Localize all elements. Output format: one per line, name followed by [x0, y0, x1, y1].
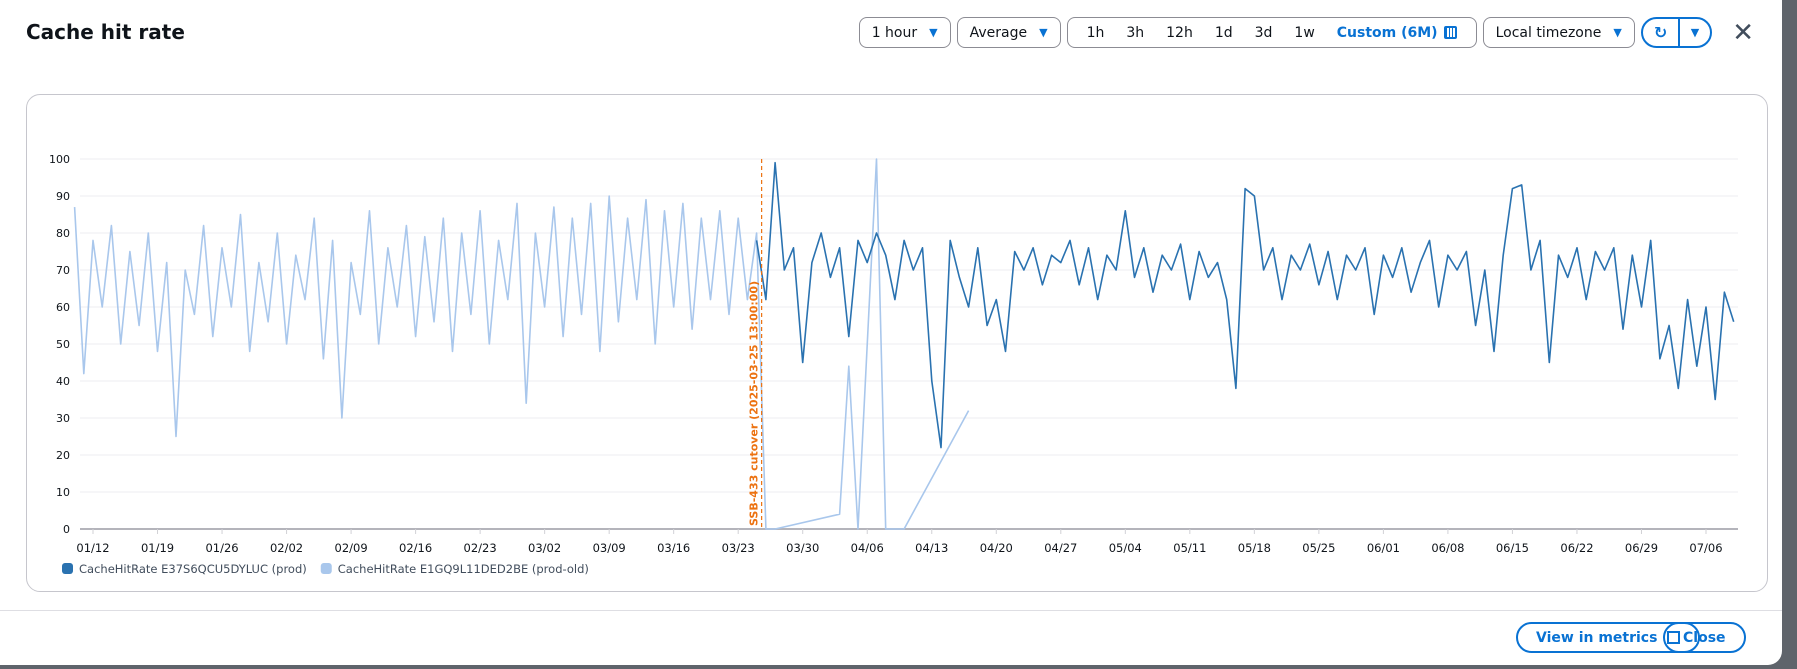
footer-divider: [0, 610, 1782, 611]
x-tick-label: 07/06: [1689, 541, 1722, 555]
calendar-icon: [1443, 25, 1457, 39]
annotation-label: SSB-433 cutover (2025-03-25 13:00:00): [748, 281, 761, 526]
legend-swatch: [320, 563, 332, 574]
view-in-metrics-label: View in metrics: [1536, 629, 1658, 646]
range-1w[interactable]: 1w: [1294, 24, 1315, 41]
x-tick-label: 02/02: [270, 541, 303, 555]
statistic-select[interactable]: Average ▼: [956, 17, 1061, 48]
y-tick-label: 90: [56, 190, 70, 203]
range-1d[interactable]: 1d: [1214, 24, 1233, 41]
x-tick-label: 05/04: [1109, 541, 1142, 555]
x-tick-label: 06/22: [1560, 541, 1593, 555]
x-tick-label: 05/18: [1238, 541, 1271, 555]
range-custom[interactable]: Custom (6M): [1328, 25, 1466, 41]
close-button[interactable]: Close: [1663, 622, 1746, 653]
range-3h[interactable]: 3h: [1126, 24, 1145, 41]
legend-item: CacheHitRate E1GQ9L11DED2BE (prod-old): [338, 562, 589, 576]
x-tick-label: 02/09: [335, 541, 368, 555]
x-tick-label: 06/01: [1367, 541, 1400, 555]
x-tick-label: 03/23: [722, 541, 755, 555]
x-tick-label: 01/19: [141, 541, 174, 555]
x-tick-label: 04/20: [980, 541, 1013, 555]
refresh-icon[interactable]: ↻: [1653, 23, 1668, 42]
timezone-value: Local timezone: [1495, 24, 1602, 41]
x-tick-label: 06/29: [1625, 541, 1658, 555]
x-tick-label: 03/16: [657, 541, 690, 555]
range-1h[interactable]: 1h: [1086, 24, 1105, 41]
close-icon[interactable]: ✕: [1732, 17, 1754, 48]
y-tick-label: 50: [56, 338, 70, 351]
series-line: [755, 161, 1735, 449]
series-line: [73, 158, 970, 530]
y-tick-label: 20: [56, 449, 70, 462]
x-tick-label: 02/23: [464, 541, 497, 555]
x-tick-label: 03/09: [593, 541, 626, 555]
y-tick-label: 30: [56, 412, 70, 425]
range-custom-label: Custom (6M): [1336, 24, 1438, 41]
period-select[interactable]: 1 hour ▼: [858, 17, 951, 48]
divider: [1678, 18, 1680, 47]
caret-down-icon: ▼: [1039, 26, 1048, 39]
x-tick-label: 06/15: [1496, 541, 1529, 555]
x-tick-label: 05/25: [1302, 541, 1335, 555]
timezone-select[interactable]: Local timezone ▼: [1482, 17, 1635, 48]
x-tick-label: 04/13: [915, 541, 948, 555]
refresh-options-caret-icon[interactable]: ▼: [1690, 26, 1700, 39]
x-tick-label: 05/11: [1173, 541, 1206, 555]
y-tick-label: 0: [63, 523, 70, 536]
range-12h[interactable]: 12h: [1166, 24, 1193, 41]
x-tick-label: 04/06: [851, 541, 884, 555]
x-tick-label: 03/30: [786, 541, 819, 555]
refresh-split-button: ↻ ▼: [1640, 17, 1713, 48]
legend-item: CacheHitRate E37S6QCU5DYLUC (prod): [79, 562, 307, 576]
time-range-selector: 1h 3h 12h 1d 3d 1w Custom (6M): [1066, 17, 1477, 48]
y-tick-label: 70: [56, 264, 70, 277]
x-tick-label: 01/12: [76, 541, 109, 555]
x-tick-label: 01/26: [205, 541, 238, 555]
statistic-value: Average: [969, 24, 1028, 41]
y-tick-label: 10: [56, 486, 70, 499]
y-tick-label: 100: [49, 153, 70, 166]
y-tick-label: 60: [56, 301, 70, 314]
chart-panel: [26, 94, 1768, 592]
y-tick-label: 80: [56, 227, 70, 240]
x-tick-label: 06/08: [1431, 541, 1464, 555]
x-tick-label: 04/27: [1044, 541, 1077, 555]
dialog-title: Cache hit rate: [26, 20, 185, 44]
toolbar: 1 hour ▼ Average ▼ 1h 3h 12h 1d 3d 1w Cust…: [858, 17, 1754, 48]
y-tick-label: 40: [56, 375, 70, 388]
close-label: Close: [1683, 629, 1726, 646]
caret-down-icon: ▼: [929, 26, 938, 39]
legend-swatch: [62, 563, 73, 574]
x-tick-label: 02/16: [399, 541, 432, 555]
caret-down-icon: ▼: [1613, 26, 1622, 39]
period-value: 1 hour: [871, 24, 918, 41]
range-3d[interactable]: 3d: [1254, 24, 1273, 41]
x-tick-label: 03/02: [528, 541, 561, 555]
